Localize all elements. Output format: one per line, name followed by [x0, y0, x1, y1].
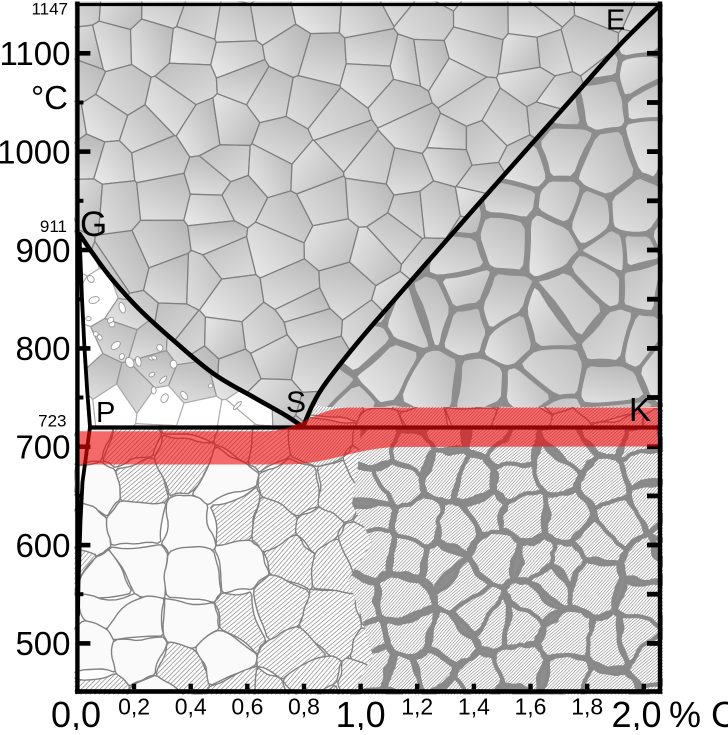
svg-text:1,2: 1,2 [401, 694, 433, 720]
svg-text:1,0: 1,0 [336, 694, 386, 730]
svg-text:1100: 1100 [0, 35, 71, 72]
svg-text:0,0: 0,0 [51, 694, 101, 730]
svg-text:K: K [629, 391, 651, 428]
svg-text:E: E [606, 5, 625, 37]
svg-text:0,8: 0,8 [288, 694, 320, 720]
svg-text:0,4: 0,4 [175, 694, 207, 720]
svg-text:% C: % C [669, 694, 728, 730]
svg-text:500: 500 [15, 625, 70, 662]
svg-text:1147: 1147 [31, 0, 68, 19]
svg-text:2,0: 2,0 [611, 694, 661, 730]
svg-text:1,4: 1,4 [458, 694, 490, 720]
svg-text:°C: °C [31, 79, 68, 116]
svg-text:700: 700 [15, 429, 70, 466]
svg-text:600: 600 [15, 527, 70, 564]
svg-text:1,6: 1,6 [515, 694, 547, 720]
svg-text:P: P [96, 397, 115, 429]
svg-text:G: G [80, 205, 107, 244]
svg-text:900: 900 [15, 232, 70, 269]
svg-text:800: 800 [15, 330, 70, 367]
svg-text:1,8: 1,8 [571, 694, 603, 720]
svg-text:0,2: 0,2 [118, 694, 150, 720]
svg-text:0,6: 0,6 [231, 694, 263, 720]
svg-text:1000: 1000 [0, 134, 71, 171]
svg-text:S: S [286, 386, 306, 419]
